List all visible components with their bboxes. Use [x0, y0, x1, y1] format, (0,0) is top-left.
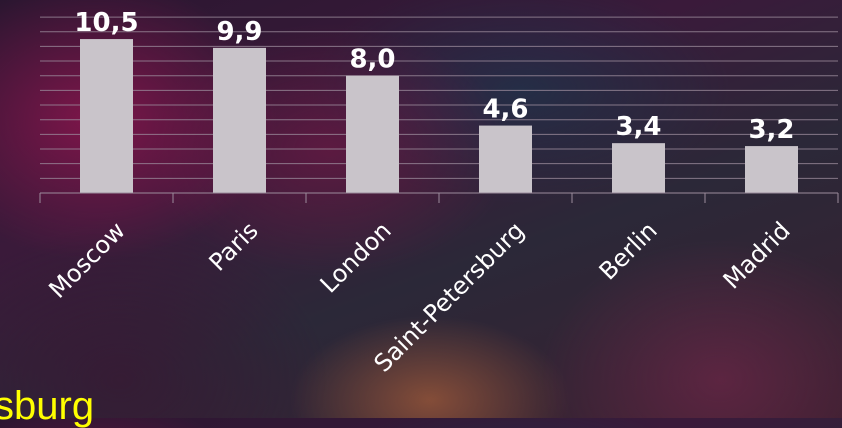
data-label: 3,2	[748, 115, 794, 145]
slide-caption-text: sburg	[0, 384, 95, 428]
category-label: London	[315, 216, 397, 298]
bar	[479, 125, 532, 193]
data-label: 4,6	[482, 95, 528, 125]
category-label: Moscow	[43, 216, 130, 303]
category-label: Saint-Petersburg	[369, 216, 530, 377]
bars	[80, 39, 798, 194]
data-label: 3,4	[615, 112, 661, 142]
bar	[745, 146, 798, 193]
data-label: 8,0	[349, 45, 395, 75]
category-label: Madrid	[718, 216, 796, 294]
category-label: Paris	[204, 216, 264, 276]
bar	[213, 47, 266, 194]
data-labels: 10,5 9,9 8,0 4,6 3,4 3,2	[74, 8, 794, 145]
category-label: Berlin	[594, 216, 663, 285]
gridlines	[40, 16, 838, 179]
x-axis	[39, 192, 839, 203]
bar	[612, 143, 665, 193]
data-label: 9,9	[216, 17, 262, 47]
data-label: 10,5	[74, 8, 138, 38]
bar-chart: 10,5 9,9 8,0 4,6 3,4 3,2 Moscow Paris LondonSai…	[39, 8, 839, 377]
bar	[80, 39, 133, 193]
bar	[346, 75, 399, 193]
